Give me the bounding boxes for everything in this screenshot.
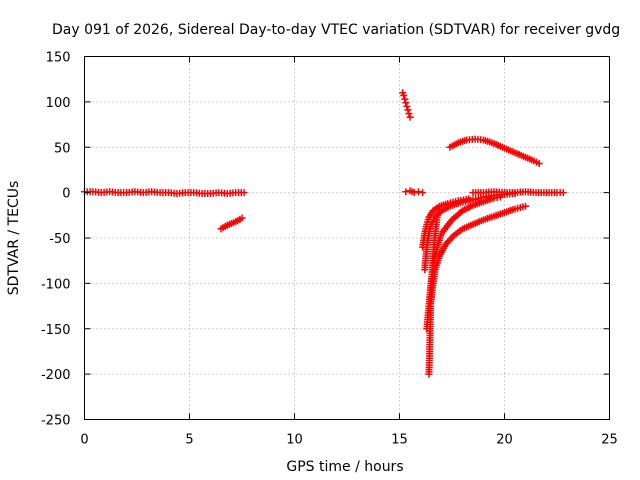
data-point xyxy=(405,110,413,118)
data-point xyxy=(414,188,422,196)
data-point xyxy=(406,113,414,121)
data-point xyxy=(535,160,543,168)
x-tick-label: 25 xyxy=(601,433,618,448)
y-tick-label: 50 xyxy=(54,141,71,156)
data-point xyxy=(559,189,567,197)
gridlines xyxy=(84,56,610,420)
y-axis-label: SDTVAR / TECUs xyxy=(6,181,22,296)
y-tick-label: 100 xyxy=(46,96,71,111)
data-series xyxy=(217,214,246,233)
data-point xyxy=(522,202,529,210)
data-points xyxy=(81,89,567,378)
data-point xyxy=(404,106,412,114)
x-tick-label: 20 xyxy=(496,433,513,448)
y-tick-label: -100 xyxy=(41,277,71,292)
data-series xyxy=(446,135,543,168)
data-point xyxy=(238,214,246,222)
y-tick-label: 0 xyxy=(62,187,70,202)
data-point xyxy=(402,99,410,107)
y-tick-label: -50 xyxy=(49,232,70,247)
data-series xyxy=(399,89,414,121)
data-point xyxy=(401,95,409,103)
data-point xyxy=(400,92,408,100)
y-tick-label: -200 xyxy=(41,368,71,383)
x-tick-label: 5 xyxy=(185,433,193,448)
x-tick-label: 0 xyxy=(80,433,88,448)
x-axis-label: GPS time / hours xyxy=(286,459,403,475)
data-series xyxy=(427,202,529,306)
data-point xyxy=(402,188,410,196)
y-tick-label: 150 xyxy=(46,51,71,66)
axis-ticks: 0 5 10 15 20 25 -250 -200 -150 -100 -50 0 50 100 150 xyxy=(41,51,618,448)
plot-frame xyxy=(84,56,610,420)
x-tick-label: 15 xyxy=(391,433,408,448)
y-tick-label: -150 xyxy=(41,323,71,338)
data-point xyxy=(240,189,248,197)
data-point xyxy=(403,102,411,110)
data-series xyxy=(402,187,427,197)
data-series xyxy=(81,188,248,198)
y-tick-label: -250 xyxy=(41,414,71,429)
chart-title: Day 091 of 2026, Sidereal Day-to-day VTE… xyxy=(52,22,620,38)
x-tick-label: 10 xyxy=(286,433,303,448)
data-point xyxy=(410,189,418,197)
data-series xyxy=(469,188,567,197)
data-point xyxy=(419,189,427,197)
